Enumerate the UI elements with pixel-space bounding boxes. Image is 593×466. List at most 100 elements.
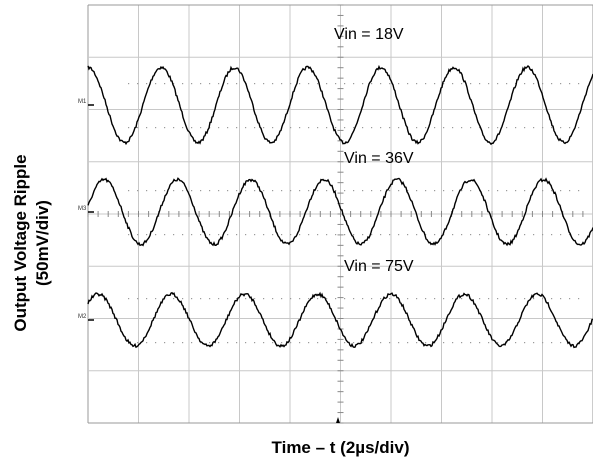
- reference-dot: [227, 83, 229, 85]
- reference-dot: [479, 127, 481, 129]
- reference-dot: [380, 298, 382, 300]
- reference-dot: [218, 190, 220, 192]
- reference-dot: [164, 234, 166, 236]
- reference-dot: [290, 342, 292, 344]
- reference-dot: [398, 190, 400, 192]
- reference-dot: [200, 234, 202, 236]
- reference-dot: [497, 190, 499, 192]
- reference-dot: [218, 83, 220, 85]
- channel-marker-label: M1: [78, 99, 87, 105]
- trace-m2: [87, 291, 593, 349]
- reference-dot: [488, 83, 490, 85]
- reference-dot: [317, 342, 319, 344]
- reference-dot: [578, 342, 580, 344]
- trace-m1: [87, 64, 593, 146]
- reference-dot: [227, 234, 229, 236]
- reference-dot: [425, 127, 427, 129]
- reference-dot: [254, 342, 256, 344]
- traces: [87, 64, 593, 349]
- reference-dot: [128, 298, 130, 300]
- reference-dot: [137, 342, 139, 344]
- reference-dot: [335, 127, 337, 129]
- reference-dot: [425, 190, 427, 192]
- reference-dot: [200, 190, 202, 192]
- reference-dot: [470, 234, 472, 236]
- reference-dot: [236, 234, 238, 236]
- reference-dot: [425, 298, 427, 300]
- reference-dot: [533, 83, 535, 85]
- reference-dot: [173, 190, 175, 192]
- reference-dot: [497, 127, 499, 129]
- reference-dot: [137, 234, 139, 236]
- reference-dot: [416, 298, 418, 300]
- reference-dot: [200, 342, 202, 344]
- reference-dot: [506, 298, 508, 300]
- reference-dot: [380, 342, 382, 344]
- reference-dot: [308, 342, 310, 344]
- reference-dot: [578, 127, 580, 129]
- reference-dot: [218, 342, 220, 344]
- reference-dot: [398, 234, 400, 236]
- reference-dot: [578, 83, 580, 85]
- reference-dot: [245, 298, 247, 300]
- reference-dot: [542, 83, 544, 85]
- reference-dot: [479, 342, 481, 344]
- reference-dot: [407, 298, 409, 300]
- reference-dot: [218, 234, 220, 236]
- reference-dot: [560, 83, 562, 85]
- reference-dot: [308, 190, 310, 192]
- reference-dot: [479, 234, 481, 236]
- reference-dot: [236, 298, 238, 300]
- reference-dot: [398, 83, 400, 85]
- reference-dot: [209, 234, 211, 236]
- reference-dot: [461, 298, 463, 300]
- reference-dot: [272, 83, 274, 85]
- reference-dot: [533, 342, 535, 344]
- reference-dot: [200, 298, 202, 300]
- reference-dot: [173, 342, 175, 344]
- reference-dot: [515, 190, 517, 192]
- reference-dot: [506, 83, 508, 85]
- reference-dot: [191, 234, 193, 236]
- reference-dot: [146, 127, 148, 129]
- reference-dot: [209, 190, 211, 192]
- reference-dot: [515, 298, 517, 300]
- reference-dot: [452, 342, 454, 344]
- reference-dot: [371, 83, 373, 85]
- reference-dot: [281, 298, 283, 300]
- reference-dot: [146, 83, 148, 85]
- reference-dot: [533, 298, 535, 300]
- reference-dot: [272, 234, 274, 236]
- reference-dot: [155, 83, 157, 85]
- channel-marker-label: M2: [78, 314, 87, 320]
- trace-m3: [87, 177, 593, 247]
- reference-dot: [245, 127, 247, 129]
- reference-dot: [542, 298, 544, 300]
- reference-dot: [425, 234, 427, 236]
- reference-dot: [146, 342, 148, 344]
- reference-dot: [407, 83, 409, 85]
- reference-dot: [488, 298, 490, 300]
- reference-dot: [281, 234, 283, 236]
- reference-dot: [290, 234, 292, 236]
- reference-dot: [146, 234, 148, 236]
- reference-dot: [461, 83, 463, 85]
- reference-dot: [281, 190, 283, 192]
- series-label-vin-75v: Vin = 75V: [344, 258, 414, 275]
- reference-dot: [434, 298, 436, 300]
- reference-dot: [533, 234, 535, 236]
- reference-dot: [560, 234, 562, 236]
- reference-dot: [335, 234, 337, 236]
- reference-dot: [182, 83, 184, 85]
- reference-dot: [524, 298, 526, 300]
- reference-dot: [551, 342, 553, 344]
- reference-dot: [290, 298, 292, 300]
- reference-dot: [560, 190, 562, 192]
- reference-dot: [533, 127, 535, 129]
- reference-dot: [137, 127, 139, 129]
- reference-dot: [470, 190, 472, 192]
- reference-dot: [506, 342, 508, 344]
- reference-dot: [371, 298, 373, 300]
- reference-dot: [335, 298, 337, 300]
- reference-dot: [263, 83, 265, 85]
